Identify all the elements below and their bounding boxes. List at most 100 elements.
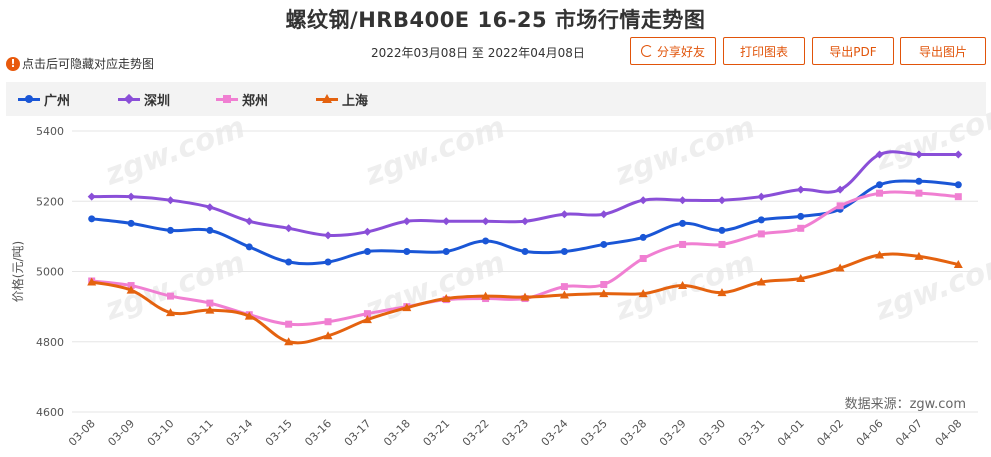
date-end: 2022年04月08日 xyxy=(487,46,585,60)
point-shenzhen-03-28 xyxy=(639,196,648,205)
point-shenzhen-03-29 xyxy=(678,196,687,205)
point-guangzhou-03-29 xyxy=(679,219,687,227)
legend: 广州 深圳 郑州 上海 xyxy=(6,82,986,116)
point-zhengzhou-04-08 xyxy=(954,193,962,201)
point-shanghai-03-15 xyxy=(284,337,294,346)
point-shenzhen-04-02 xyxy=(836,185,845,194)
point-zhengzhou-03-17 xyxy=(363,310,371,318)
point-zhengzhou-03-28 xyxy=(639,255,647,263)
legend-item-guangzhou[interactable]: 广州 xyxy=(18,82,70,116)
x-tick-03-08: 03-08 xyxy=(66,417,98,449)
point-guangzhou-04-07 xyxy=(915,177,923,185)
point-shanghai-03-29 xyxy=(678,281,688,290)
x-tick-03-23: 03-23 xyxy=(499,417,531,449)
point-guangzhou-03-28 xyxy=(639,233,647,241)
print-button-label: 打印图表 xyxy=(739,44,788,59)
x-tick-03-16: 03-16 xyxy=(302,417,334,449)
point-guangzhou-03-10 xyxy=(166,226,174,234)
x-tick-03-28: 03-28 xyxy=(617,417,649,449)
info-icon: ! xyxy=(6,56,20,71)
x-tick-04-01: 04-01 xyxy=(775,417,807,449)
point-zhengzhou-03-31 xyxy=(757,230,765,238)
point-shenzhen-03-08 xyxy=(87,192,96,201)
watermark-0: zgw.com xyxy=(100,110,250,193)
point-guangzhou-03-17 xyxy=(363,247,371,255)
point-zhengzhou-04-07 xyxy=(915,189,923,197)
watermark-2: zgw.com xyxy=(610,110,760,193)
share-button[interactable]: 分享好友 xyxy=(630,37,716,65)
point-guangzhou-04-06 xyxy=(876,181,884,189)
point-guangzhou-03-25 xyxy=(600,240,608,248)
point-shanghai-03-17 xyxy=(362,315,372,324)
export-image-label: 导出图片 xyxy=(918,44,967,59)
y-tick-5400: 5400 xyxy=(36,125,64,138)
point-shanghai-03-11 xyxy=(205,305,215,314)
point-zhengzhou-03-25 xyxy=(600,280,608,288)
point-shenzhen-04-08 xyxy=(954,150,963,159)
watermark-1: zgw.com xyxy=(360,110,510,193)
point-shanghai-03-22 xyxy=(481,291,491,300)
point-shanghai-03-10 xyxy=(165,308,175,317)
y-tick-4800: 4800 xyxy=(36,336,64,349)
date-start: 2022年03月08日 xyxy=(371,46,469,60)
legend-item-shanghai[interactable]: 上海 xyxy=(316,82,368,116)
point-shenzhen-04-07 xyxy=(914,150,923,159)
y-tick-4600: 4600 xyxy=(36,406,64,419)
chart-title: 螺纹钢/HRB400E 16-25 市场行情走势图 xyxy=(285,8,706,32)
point-guangzhou-03-21 xyxy=(442,247,450,255)
point-shanghai-03-21 xyxy=(441,294,451,303)
point-guangzhou-03-15 xyxy=(285,258,293,266)
point-guangzhou-04-01 xyxy=(797,212,805,220)
data-source: 数据来源：zgw.com xyxy=(845,397,966,412)
legend-label-guangzhou: 广州 xyxy=(44,93,71,109)
point-shenzhen-03-22 xyxy=(481,217,490,226)
legend-swatch-shanghai xyxy=(316,93,338,105)
print-button[interactable]: 打印图表 xyxy=(723,37,805,65)
x-tick-03-21: 03-21 xyxy=(421,417,453,449)
legend-item-shenzhen[interactable]: 深圳 xyxy=(118,82,170,116)
point-shanghai-04-02 xyxy=(835,263,845,272)
point-shanghai-03-28 xyxy=(638,289,648,298)
point-shenzhen-03-25 xyxy=(599,210,608,219)
point-shenzhen-03-30 xyxy=(717,196,726,205)
point-shenzhen-04-01 xyxy=(796,185,805,194)
point-zhengzhou-03-16 xyxy=(324,318,332,326)
point-guangzhou-03-09 xyxy=(127,219,135,227)
point-guangzhou-03-24 xyxy=(560,247,568,255)
point-shanghai-03-31 xyxy=(756,277,766,286)
legend-item-zhengzhou[interactable]: 郑州 xyxy=(216,82,268,116)
share-icon xyxy=(640,45,653,57)
x-tick-03-10: 03-10 xyxy=(145,417,177,449)
point-zhengzhou-03-11 xyxy=(206,299,214,307)
date-sep: 至 xyxy=(471,46,484,60)
hint: ! 点击后可隐藏对应走势图 xyxy=(6,55,154,72)
point-zhengzhou-04-06 xyxy=(876,189,884,197)
point-shenzhen-03-18 xyxy=(402,217,411,226)
point-shenzhen-03-11 xyxy=(205,203,214,212)
x-tick-04-06: 04-06 xyxy=(854,417,886,449)
point-guangzhou-03-08 xyxy=(88,215,96,223)
point-shenzhen-04-06 xyxy=(875,150,884,159)
x-tick-03-14: 03-14 xyxy=(224,417,256,449)
legend-label-shanghai: 上海 xyxy=(342,93,369,109)
date-range: 2022年03月08日 至 2022年04月08日 xyxy=(371,44,585,61)
legend-label-zhengzhou: 郑州 xyxy=(242,93,269,109)
point-zhengzhou-03-09 xyxy=(127,282,135,290)
point-zhengzhou-03-30 xyxy=(718,240,726,248)
point-zhengzhou-03-10 xyxy=(166,292,174,300)
export-image-button[interactable]: 导出图片 xyxy=(900,37,986,65)
y-axis-label: 价格(元/吨) xyxy=(10,241,25,302)
point-shanghai-03-24 xyxy=(559,290,569,299)
x-tick-03-11: 03-11 xyxy=(184,417,216,449)
point-shenzhen-03-31 xyxy=(757,192,766,201)
x-tick-03-09: 03-09 xyxy=(105,417,137,449)
export-pdf-button[interactable]: 导出PDF xyxy=(812,37,894,65)
y-tick-5200: 5200 xyxy=(36,195,64,208)
point-shenzhen-03-17 xyxy=(363,227,372,236)
legend-swatch-shenzhen xyxy=(118,93,140,105)
x-tick-04-02: 04-02 xyxy=(814,417,846,449)
x-tick-03-25: 03-25 xyxy=(578,417,610,449)
point-shanghai-03-30 xyxy=(717,288,727,297)
x-tick-04-07: 04-07 xyxy=(893,417,925,449)
point-shenzhen-03-16 xyxy=(324,231,333,240)
